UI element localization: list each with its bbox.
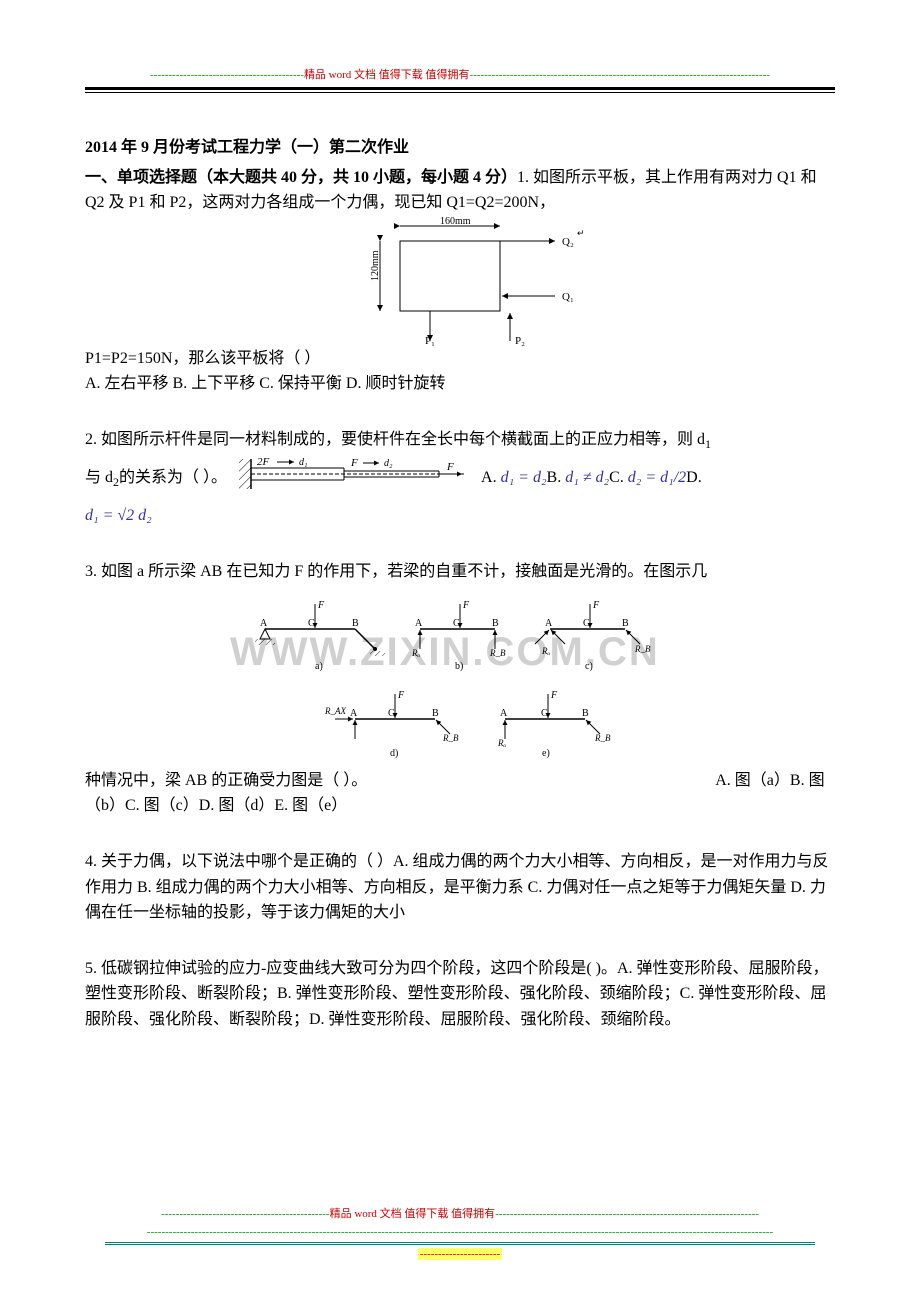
q2-figure: 2F d₁ F d₂ F	[239, 454, 469, 503]
svg-text:R_B: R_B	[489, 648, 506, 658]
footer-highlight: ----------------------	[418, 1248, 503, 1260]
svg-text:F: F	[350, 457, 358, 469]
q2-opt-a-formula: d₁ = d₂	[501, 469, 547, 486]
q1-P2: P₂	[515, 335, 525, 346]
q1-P1: P₁	[425, 335, 435, 346]
q2-text-b: 与 d	[85, 469, 113, 486]
svg-text:d₂: d₂	[384, 458, 393, 469]
svg-text:B: B	[352, 618, 359, 629]
svg-text:A: A	[500, 708, 508, 719]
q2-opt-c-formula: d₂ = d₁/2	[628, 469, 686, 486]
svg-text:↵: ↵	[577, 228, 585, 238]
q1-text-b: P1=P2=150N，那么该平板将（ ）	[85, 350, 320, 367]
header-thin-line	[85, 92, 835, 93]
header-dashes-right: ----------------------------------------…	[470, 69, 770, 81]
svg-text:2F: 2F	[257, 456, 270, 468]
svg-text:R_AX: R_AX	[324, 706, 346, 716]
svg-text:F: F	[446, 461, 454, 473]
svg-text:R_B: R_B	[442, 733, 459, 743]
svg-text:Rₐ: Rₐ	[541, 646, 550, 656]
q2-opt-d-label: D.	[686, 469, 702, 486]
question-4: 4. 关于力偶，以下说法中哪个是正确的（ ）A. 组成力偶的两个力大小相等、方向…	[85, 849, 835, 926]
footer-border-1	[105, 1242, 815, 1243]
q2-text-a: 2. 如图所示杆件是同一材料制成的，要使杆件在全长中每个横截面上的正应力相等，则…	[85, 431, 705, 448]
q2-opt-a-label: A.	[481, 469, 501, 486]
q3-figure: F A C B a) F A C	[240, 584, 680, 759]
footer-line-2: ----------------------------------------…	[105, 1224, 815, 1242]
q2-opt-b-formula: d₁ ≠ d₂	[565, 469, 609, 486]
header-thick-line	[85, 87, 835, 90]
svg-text:F: F	[397, 690, 405, 701]
footer-dashes-left: ----------------------------------------…	[161, 1208, 330, 1220]
q3-text-a: 3. 如图 a 所示梁 AB 在已知力 F 的作用下，若梁的自重不计，接触面是光…	[85, 563, 707, 580]
svg-text:B: B	[622, 618, 629, 629]
svg-text:R_B: R_B	[634, 644, 651, 654]
svg-text:e): e)	[542, 748, 550, 759]
q4-text: 4. 关于力偶，以下说法中哪个是正确的（ ）A. 组成力偶的两个力大小相等、方向…	[85, 853, 829, 921]
svg-text:F: F	[550, 690, 558, 701]
q2-opt-b-label: B.	[547, 469, 566, 486]
section-header: 一、单项选择题（本大题共 40 分，共 10 小题，每小题 4 分）	[85, 169, 517, 186]
header-text: 精品 word 文档 值得下载 值得拥有	[304, 69, 470, 81]
q2-text-c: 的关系为（ ）。	[119, 469, 227, 486]
question-1: 一、单项选择题（本大题共 40 分，共 10 小题，每小题 4 分）1. 如图所…	[85, 165, 835, 397]
footer-line-1: ----------------------------------------…	[105, 1206, 815, 1224]
svg-text:C: C	[583, 618, 590, 629]
footer-decoration: ----------------------------------------…	[105, 1206, 815, 1264]
q2-sub1: 1	[705, 437, 711, 451]
footer-border-2	[105, 1244, 815, 1245]
svg-text:C: C	[541, 708, 548, 719]
svg-text:Rₐ: Rₐ	[411, 648, 420, 658]
question-3: 3. 如图 a 所示梁 AB 在已知力 F 的作用下，若梁的自重不计，接触面是光…	[85, 559, 835, 819]
q1-Q2: Q₂	[562, 236, 574, 248]
svg-text:a): a)	[315, 661, 323, 672]
q1-figure: 160mm 120mm Q₂ Q₁ P₁ P₂ ↵	[330, 216, 590, 346]
svg-text:B: B	[582, 708, 589, 719]
svg-text:c): c)	[585, 661, 593, 672]
header-decoration: ----------------------------------------…	[85, 67, 835, 95]
svg-text:b): b)	[455, 661, 463, 672]
q3-text-b: 种情况中，梁 AB 的正确受力图是（ ）。	[85, 772, 367, 789]
question-5: 5. 低碳钢拉伸试验的应力-应变曲线大致可分为四个阶段，这四个阶段是( )。A.…	[85, 956, 835, 1033]
q1-height-label: 120mm	[370, 250, 381, 281]
svg-text:A: A	[545, 618, 553, 629]
header-text-line: ----------------------------------------…	[85, 67, 835, 85]
page-title: 2014 年 9 月份考试工程力学（一）第二次作业	[85, 135, 835, 161]
header-dashes-left: ----------------------------------------…	[150, 69, 304, 81]
main-content: 2014 年 9 月份考试工程力学（一）第二次作业 一、单项选择题（本大题共 4…	[85, 135, 835, 1062]
svg-text:R_B: R_B	[594, 733, 611, 743]
svg-text:d): d)	[390, 748, 398, 759]
q2-opt-c-label: C.	[609, 469, 628, 486]
svg-text:F: F	[462, 600, 470, 611]
q5-text: 5. 低碳钢拉伸试验的应力-应变曲线大致可分为四个阶段，这四个阶段是( )。A.…	[85, 960, 829, 1028]
q1-options: A. 左右平移 B. 上下平移 C. 保持平衡 D. 顺时针旋转	[85, 375, 445, 392]
svg-text:B: B	[432, 708, 439, 719]
svg-text:F: F	[317, 600, 325, 611]
svg-text:F: F	[592, 600, 600, 611]
svg-text:C: C	[388, 708, 395, 719]
svg-text:A: A	[415, 618, 423, 629]
q1-width-label: 160mm	[440, 216, 471, 227]
q2-opt-d-formula: d₁ = √2 d₂	[85, 507, 152, 524]
svg-text:C: C	[453, 618, 460, 629]
svg-text:C: C	[308, 618, 315, 629]
svg-text:Rₐ: Rₐ	[497, 738, 506, 748]
question-2: 2. 如图所示杆件是同一材料制成的，要使杆件在全长中每个横截面上的正应力相等，则…	[85, 427, 835, 529]
svg-text:B: B	[492, 618, 499, 629]
svg-text:d₁: d₁	[299, 457, 307, 468]
footer-dashes-right: ----------------------------------------…	[495, 1208, 759, 1220]
footer-text: 精品 word 文档 值得下载 值得拥有	[330, 1208, 496, 1220]
q1-Q1: Q₁	[562, 291, 574, 303]
footer-line-3: ----------------------	[105, 1246, 815, 1264]
svg-text:A: A	[350, 708, 358, 719]
svg-text:A: A	[260, 618, 268, 629]
